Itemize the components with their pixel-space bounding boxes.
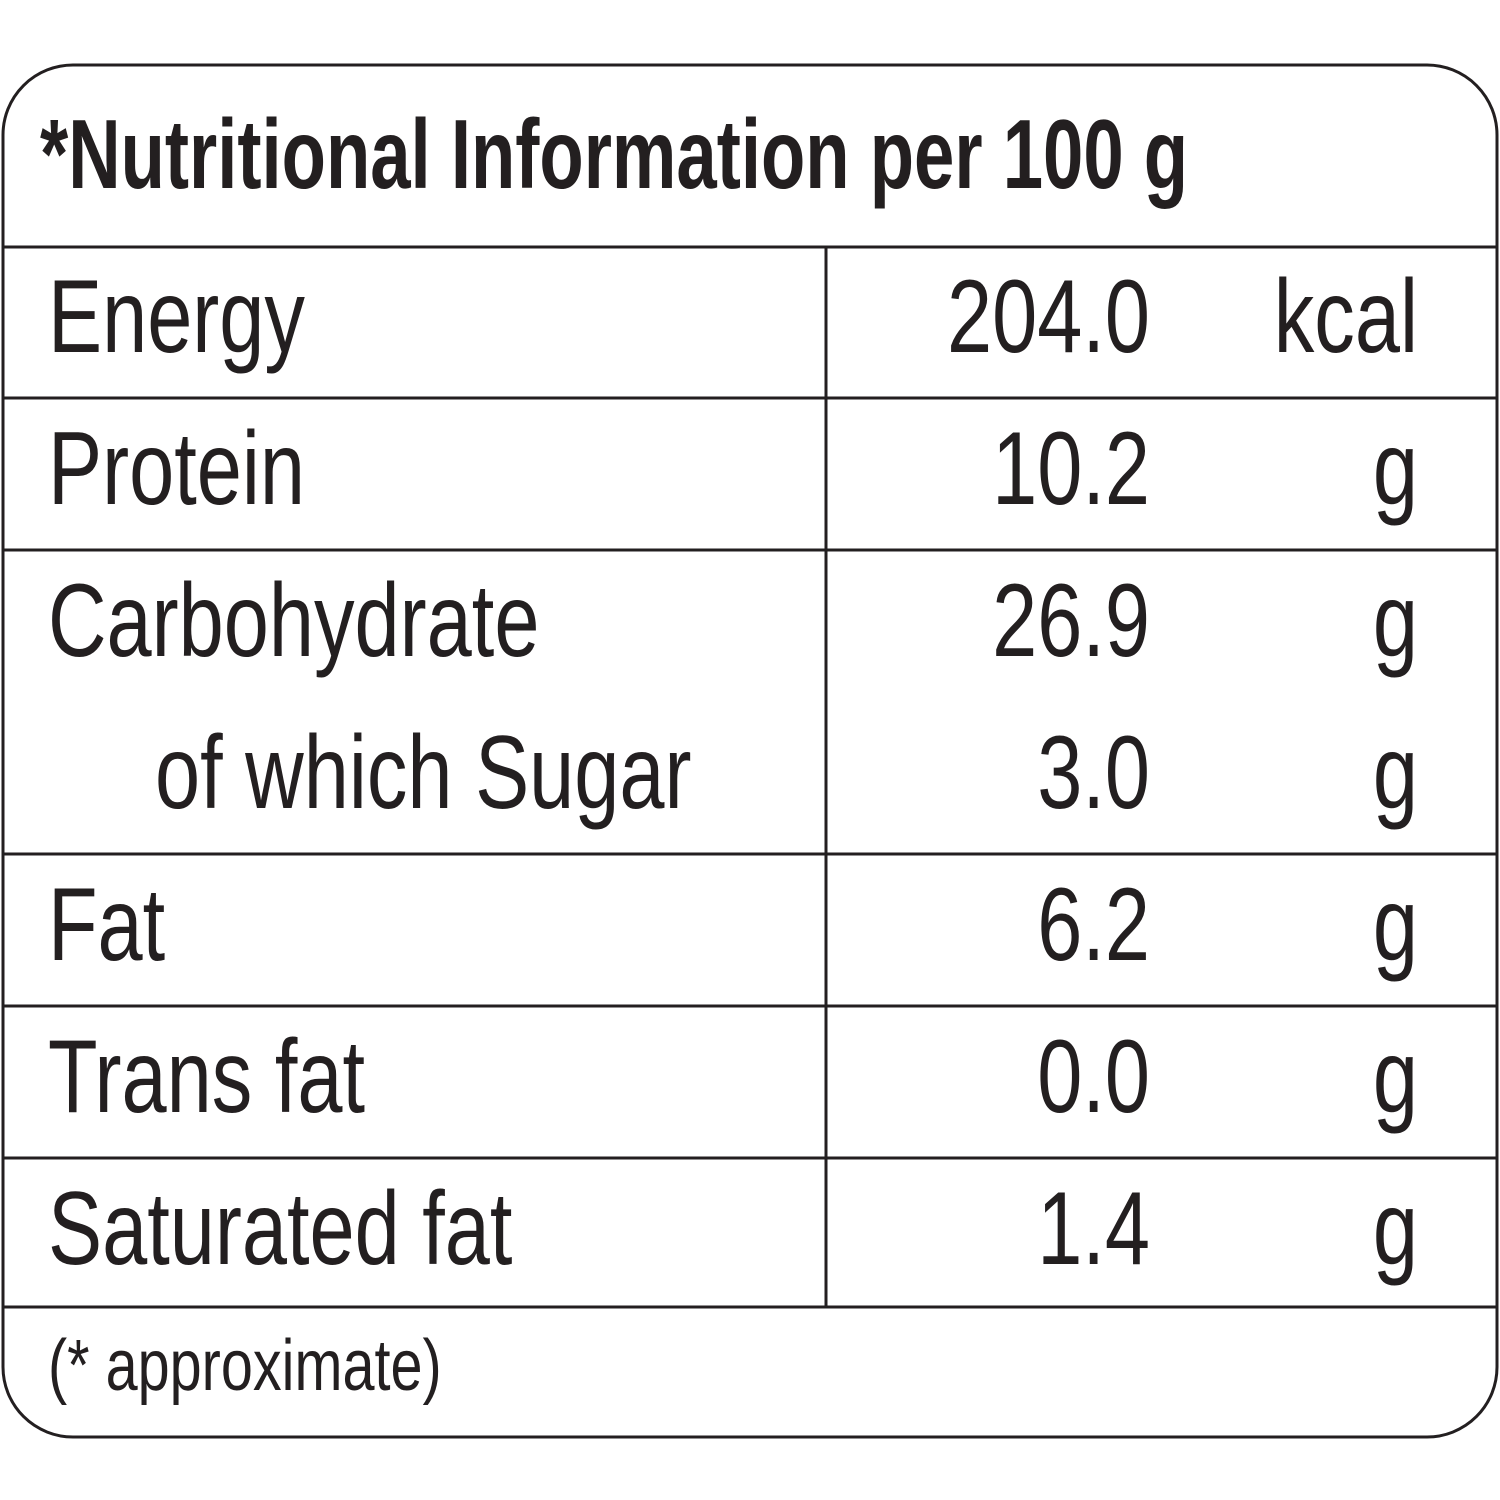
row-label: Carbohydrate — [48, 562, 539, 678]
row-label: Energy — [48, 258, 305, 374]
row-value: 1.4 — [1037, 1170, 1150, 1286]
row-value: 0.0 — [1037, 1018, 1150, 1134]
row-value: 26.9 — [992, 562, 1150, 678]
row-unit: g — [1373, 410, 1418, 526]
row-value: 204.0 — [947, 258, 1150, 374]
row-value: 6.2 — [1037, 866, 1150, 982]
table-border — [1, 63, 1499, 1439]
row-value: 10.2 — [992, 410, 1150, 526]
row-unit: g — [1373, 866, 1418, 982]
row-label: of which Sugar — [155, 714, 692, 830]
row-unit: g — [1373, 1018, 1418, 1134]
row-unit: kcal — [1274, 258, 1418, 374]
row-label: Protein — [48, 410, 305, 526]
footnote: (* approximate) — [48, 1325, 442, 1406]
row-label: Trans fat — [48, 1018, 365, 1134]
row-label: Fat — [48, 866, 165, 982]
row-label: Saturated fat — [48, 1170, 513, 1286]
row-value: 3.0 — [1037, 714, 1150, 830]
table-title: *Nutritional Information per 100 g — [40, 100, 1188, 209]
row-unit: g — [1373, 562, 1418, 678]
row-unit: g — [1373, 714, 1418, 830]
row-unit: g — [1373, 1170, 1418, 1286]
